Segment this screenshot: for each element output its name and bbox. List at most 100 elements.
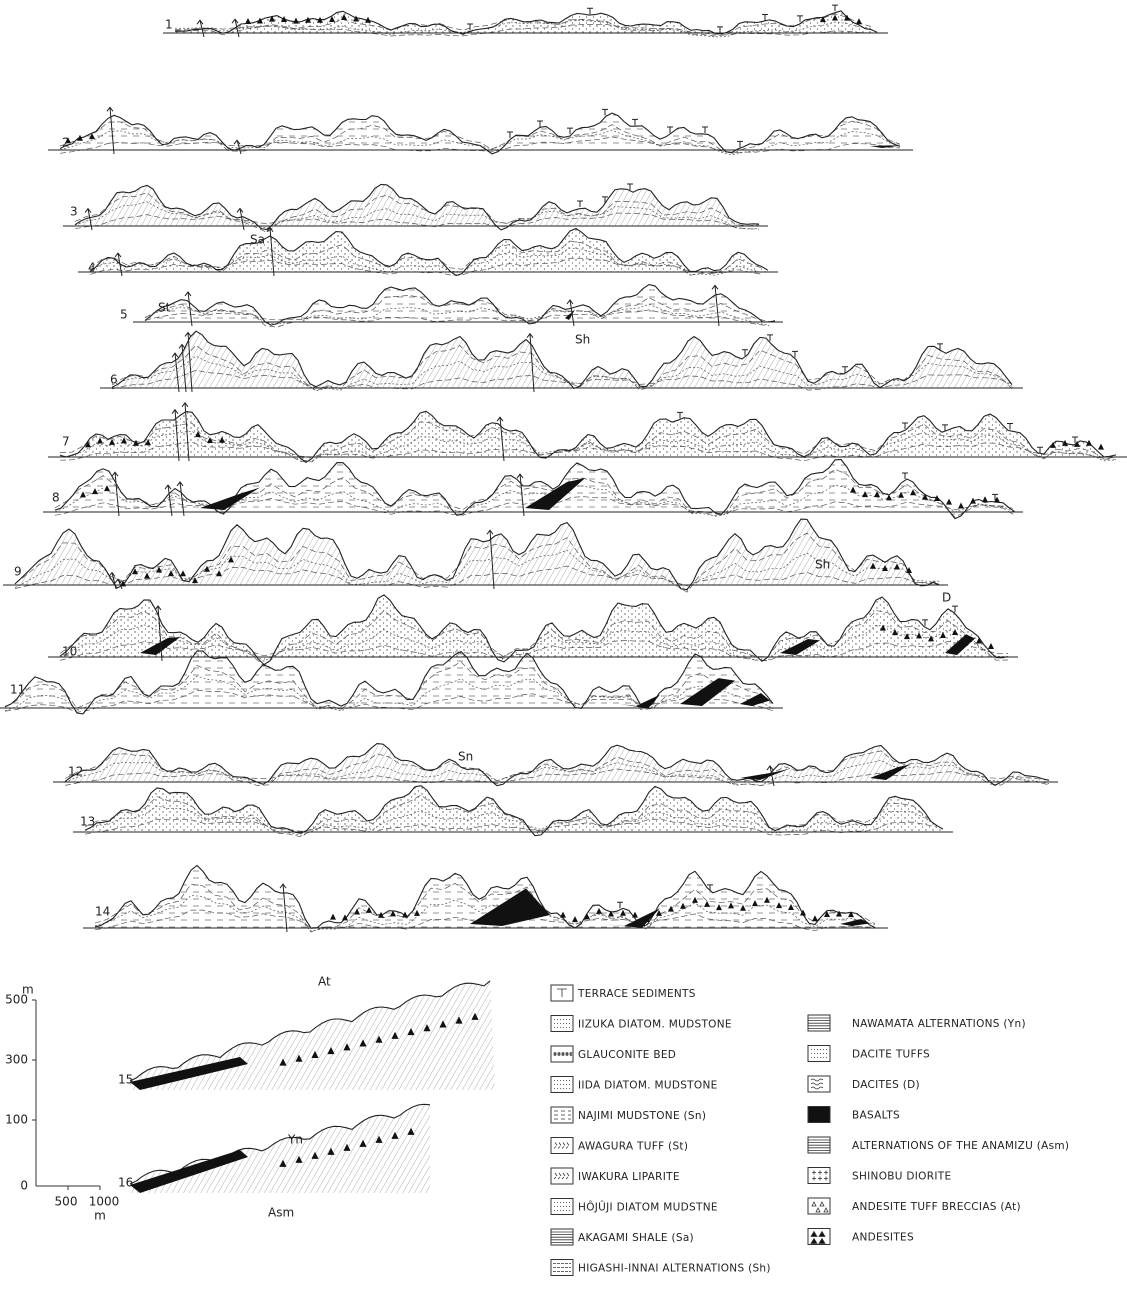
legend-item: HÔJÛJI DIATOM MUDSTNE [550,1198,718,1215]
legend-symbol [569,1051,573,1057]
section: 3 [63,183,768,233]
stratum [74,212,760,230]
legend-item: GLAUCONITE BED [550,1045,676,1063]
section: 7 [48,402,1127,463]
terrace-mark [537,120,543,127]
andesite-breccia [375,1035,383,1043]
fill-area [85,785,945,836]
legend-item: DACITES (D) [807,1075,920,1093]
andesite [882,565,888,572]
andesite-breccia [423,1024,431,1032]
andesite [342,914,348,921]
legend-symbol [557,1142,562,1149]
scale-label: 100 [5,1113,28,1127]
andesite [892,629,898,636]
andesite [910,489,916,496]
andesite [228,556,234,563]
annotation: Yn [287,1133,303,1147]
section: 4 [78,226,778,277]
basalt [130,1150,248,1193]
terrace-mark [717,26,723,33]
terrace-mark [602,196,608,203]
andesite [704,900,710,907]
scale-label: 500 [55,1195,78,1209]
andesite [848,911,854,918]
legend-label: IIZUKA DIATOM. MUDSTONE [578,1019,732,1031]
stratum [64,750,1050,786]
legend-label: NAJIMI MUDSTONE (Sn) [578,1110,706,1122]
stratum [94,882,876,933]
terrace-mark [702,126,708,133]
legend-symbol [561,1142,566,1149]
andesite [824,910,830,917]
andesite [976,637,982,644]
section: 13 [73,785,953,838]
basalt [840,919,870,926]
fill-area [65,743,1050,786]
section: 2 [48,106,913,156]
stratum [111,369,1013,391]
legend-label: HIGASHI-INNAI ALTERNATIONS (Sh) [578,1263,771,1275]
scale-label: 0 [20,1179,28,1193]
legend-symbol [810,1230,818,1237]
terrace-mark [762,13,768,21]
andesite [788,903,794,910]
terrace-mark [467,23,473,31]
legend-symbol [557,988,567,997]
andesite [994,496,1000,503]
andesite [219,436,225,443]
terrace-mark [737,140,743,148]
legend-label: ANDESITES [852,1232,914,1244]
andesite [560,911,566,918]
terrace-mark [567,127,573,135]
andesite [728,902,734,909]
legend-item: NAWAMATA ALTERNATIONS (Yn) [807,1014,1026,1032]
andesite-breccia [391,1031,399,1039]
scale-bar [32,999,101,1190]
stratum [14,549,940,591]
surface [74,183,760,231]
terrace-mark [602,108,608,116]
andesite [982,496,988,503]
andesite [632,911,638,918]
andesite [85,441,91,448]
surface [64,743,1050,787]
andesite [329,16,335,23]
andesite [92,488,98,495]
basalt [870,764,910,780]
andesite-breccia [295,1155,303,1163]
andesite [257,17,263,24]
andesite [365,16,371,23]
legend-symbol [811,1201,817,1207]
stratum [4,661,774,711]
legend-symbol [553,1051,557,1057]
legend-label: ANDESITE TUFF BRECCIAS (At) [852,1201,1021,1213]
legend-label: HÔJÛJI DIATOM MUDSTNE [578,1201,718,1214]
surface [59,594,1009,666]
stratum [59,639,1009,662]
fill-area [60,411,1120,463]
fault [496,416,505,462]
fault [196,19,205,38]
andesite-breccia [343,1143,351,1151]
fill-area [5,651,775,714]
fault [178,343,187,393]
section: 14 [83,864,888,933]
andesite [764,896,770,903]
basalt [740,693,770,706]
legend-label: AKAGAMI SHALE (Sa) [578,1232,694,1244]
legend-label: IWAKURA LIPARITE [578,1171,680,1183]
terrace-mark [902,472,908,480]
legend-item: ALTERNATIONS OF THE ANAMIZU (Asm) [807,1136,1069,1154]
andesite [145,439,151,446]
stratum [59,441,1117,462]
terrace-mark [1007,422,1013,430]
fill-area [60,594,1010,665]
fill-area [60,113,905,154]
terrace-mark [797,15,803,22]
section: 16 [118,1103,431,1193]
section: 8 [43,458,1023,520]
stratum [59,610,1009,667]
stratum [89,240,763,276]
andesite [414,909,420,916]
